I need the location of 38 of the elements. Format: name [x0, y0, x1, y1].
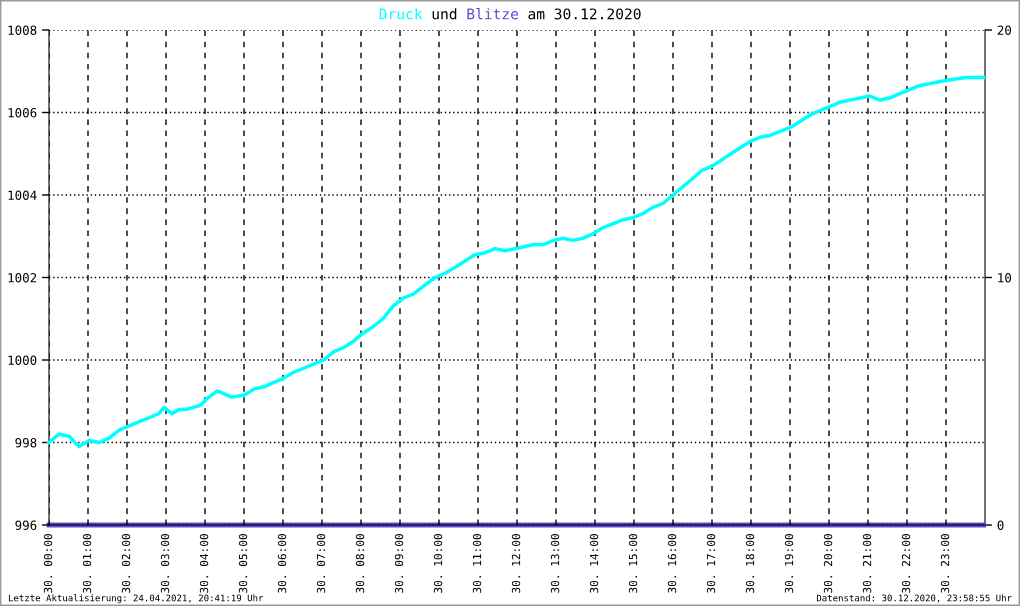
y-tick-label: 1000	[8, 355, 37, 365]
x-tick-label: 30. 18:00	[745, 534, 755, 593]
x-tick-label: 30. 12:00	[511, 534, 521, 593]
line-series	[47, 75, 986, 449]
y-tick-label: 1004	[8, 190, 37, 200]
y-tick-label: 996	[15, 520, 37, 530]
x-tick-label: 30. 08:00	[355, 534, 365, 593]
y-tick-label: 1008	[8, 25, 37, 35]
chart-title: Druck und Blitze am 30.12.2020	[379, 8, 641, 20]
y-tick-label: 998	[15, 438, 37, 448]
x-tick-label: 30. 04:00	[199, 534, 209, 593]
x-tick-label: 30. 09:00	[394, 534, 404, 593]
y2-tick-label: 0	[997, 520, 1004, 530]
x-tick-label: 30. 00:00	[43, 534, 53, 593]
x-tick-label: 30. 20:00	[823, 534, 833, 593]
y2-tick-label: 10	[998, 273, 1012, 283]
x-tick-label: 30. 05:00	[238, 534, 248, 593]
x-tick-label: 30. 07:00	[316, 534, 326, 593]
x-tick-label: 30. 01:00	[82, 534, 92, 593]
x-tick-label: 30. 06:00	[277, 534, 287, 593]
x-tick-label: 30. 15:00	[628, 534, 638, 593]
y-tick-label: 1006	[8, 108, 37, 118]
text: Datenstand: 30.12.2020, 23:58:55 Uhr	[816, 594, 1012, 603]
x-tick-label: 30. 14:00	[589, 534, 599, 593]
x-tick-label: 30. 21:00	[862, 534, 872, 593]
x-tick-label: 30. 10:00	[433, 534, 443, 593]
x-tick-label: 30. 03:00	[160, 534, 170, 593]
y2-tick-label: 20	[997, 25, 1012, 35]
x-tick-label: 30. 17:00	[706, 534, 716, 593]
x-tick-label: 30. 16:00	[667, 534, 677, 593]
x-tick-label: 30. 22:00	[901, 534, 911, 593]
y-tick-label: 1002	[8, 273, 37, 283]
x-tick-label: 30. 13:00	[550, 534, 560, 593]
x-tick-label: 30. 23:00	[940, 534, 950, 593]
x-tick-label: 30. 02:00	[121, 534, 131, 593]
text: Letzte Aktualisierung: 24.04.2021, 20:41:19 Uhr	[8, 594, 264, 604]
x-tick-label: 30. 19:00	[784, 534, 794, 593]
x-tick-label: 30. 11:00	[472, 534, 482, 593]
